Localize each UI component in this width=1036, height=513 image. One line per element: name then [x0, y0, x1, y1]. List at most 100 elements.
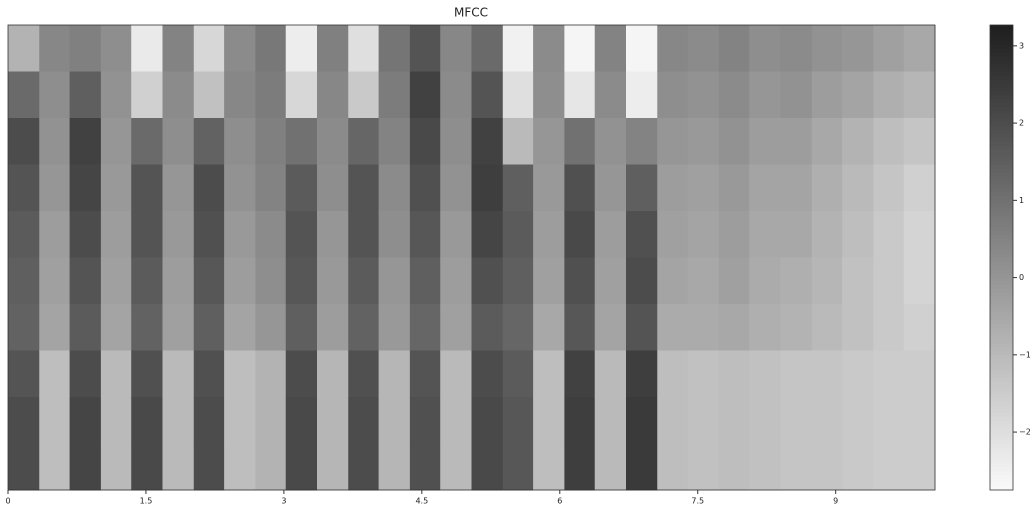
heatmap-cell: [101, 25, 132, 72]
heatmap-cell: [719, 397, 750, 444]
heatmap-cell: [440, 351, 472, 398]
heatmap-cell: [8, 444, 40, 491]
colorbar-segment: [990, 75, 1013, 79]
colorbar-segment: [990, 106, 1013, 110]
heatmap-cell: [131, 211, 163, 258]
heatmap-cell: [564, 304, 595, 351]
heatmap-cell: [564, 258, 595, 305]
colorbar-segment: [990, 378, 1013, 382]
heatmap-cell: [317, 165, 349, 212]
heatmap-cell: [224, 72, 256, 119]
heatmap-cell: [131, 72, 163, 119]
heatmap-cell: [657, 25, 688, 72]
heatmap-cell: [626, 25, 658, 72]
heatmap-cell: [286, 72, 318, 119]
colorbar-segment: [990, 153, 1013, 157]
heatmap-cell: [564, 25, 595, 72]
heatmap-cell: [348, 118, 379, 165]
heatmap-cell: [194, 211, 225, 258]
heatmap-cell: [781, 351, 813, 398]
colorbar-segment: [990, 118, 1013, 122]
colorbar-segment: [990, 351, 1013, 355]
heatmap-cell: [348, 211, 379, 258]
heatmap-cell: [595, 211, 627, 258]
heatmap-cell: [688, 25, 720, 72]
heatmap-cell: [101, 444, 132, 491]
colorbar-tick-label: 2: [1019, 119, 1024, 128]
colorbar-segment: [990, 60, 1013, 64]
colorbar-segment: [990, 420, 1013, 424]
heatmap-cell: [781, 444, 813, 491]
colorbar-segment: [990, 300, 1013, 304]
heatmap-cell: [781, 304, 813, 351]
heatmap-cell: [842, 304, 874, 351]
heatmap-cell: [8, 72, 40, 119]
colorbar-segment: [990, 366, 1013, 370]
colorbar-segment: [990, 440, 1013, 444]
heatmap-cell: [224, 25, 256, 72]
heatmap-cell: [564, 165, 595, 212]
heatmap-cell: [286, 25, 318, 72]
heatmap-cell: [317, 351, 349, 398]
heatmap-cell: [533, 118, 565, 165]
heatmap-cell: [472, 304, 504, 351]
heatmap-cell: [255, 118, 286, 165]
heatmap-cell: [626, 258, 658, 305]
heatmap-cell: [163, 25, 195, 72]
heatmap-cell: [873, 211, 904, 258]
heatmap-cell: [410, 25, 441, 72]
heatmap-cell: [39, 118, 70, 165]
heatmap-cell: [842, 351, 874, 398]
heatmap-cell: [224, 211, 256, 258]
colorbar-segment: [990, 354, 1013, 358]
colorbar-tick-label: −2: [1019, 428, 1031, 437]
heatmap-cell: [904, 25, 936, 72]
heatmap-cell: [472, 72, 504, 119]
heatmap-cell: [781, 165, 813, 212]
colorbar-segment: [990, 370, 1013, 374]
heatmap-cell: [472, 397, 504, 444]
colorbar-segment: [990, 126, 1013, 130]
colorbar-segment: [990, 56, 1013, 60]
heatmap-cell: [39, 211, 70, 258]
heatmap-cell: [719, 258, 750, 305]
heatmap-cell: [688, 304, 720, 351]
heatmap-cell: [781, 118, 813, 165]
heatmap-cell: [626, 351, 658, 398]
heatmap-cell: [595, 258, 627, 305]
heatmap-cell: [595, 72, 627, 119]
heatmap-cell: [533, 258, 565, 305]
colorbar-segment: [990, 413, 1013, 417]
colorbar-segment: [990, 358, 1013, 362]
heatmap-cell: [410, 444, 441, 491]
heatmap-cell: [194, 397, 225, 444]
heatmap-cell: [719, 25, 750, 72]
heatmap-cell: [348, 397, 379, 444]
colorbar-segment: [990, 296, 1013, 300]
heatmap-cell: [595, 165, 627, 212]
heatmap-cell: [503, 397, 534, 444]
colorbar-segment: [990, 432, 1013, 436]
colorbar-segment: [990, 122, 1013, 126]
colorbar-segment: [990, 389, 1013, 393]
heatmap-cell: [626, 211, 658, 258]
colorbar-segment: [990, 130, 1013, 134]
heatmap-cell: [873, 351, 904, 398]
x-tick-label: 7.5: [691, 497, 704, 506]
colorbar-segment: [990, 114, 1013, 118]
colorbar-segment: [990, 215, 1013, 219]
heatmap: [8, 25, 936, 491]
heatmap-cell: [812, 72, 843, 119]
colorbar-segment: [990, 134, 1013, 138]
heatmap-cell: [873, 25, 904, 72]
heatmap-cell: [286, 351, 318, 398]
heatmap-cell: [101, 118, 132, 165]
heatmap-cell: [255, 258, 286, 305]
heatmap-cell: [873, 397, 904, 444]
heatmap-cell: [472, 444, 504, 491]
heatmap-cell: [8, 118, 40, 165]
heatmap-cell: [163, 304, 195, 351]
heatmap-cell: [873, 118, 904, 165]
heatmap-cell: [564, 351, 595, 398]
heatmap-cell: [317, 444, 349, 491]
